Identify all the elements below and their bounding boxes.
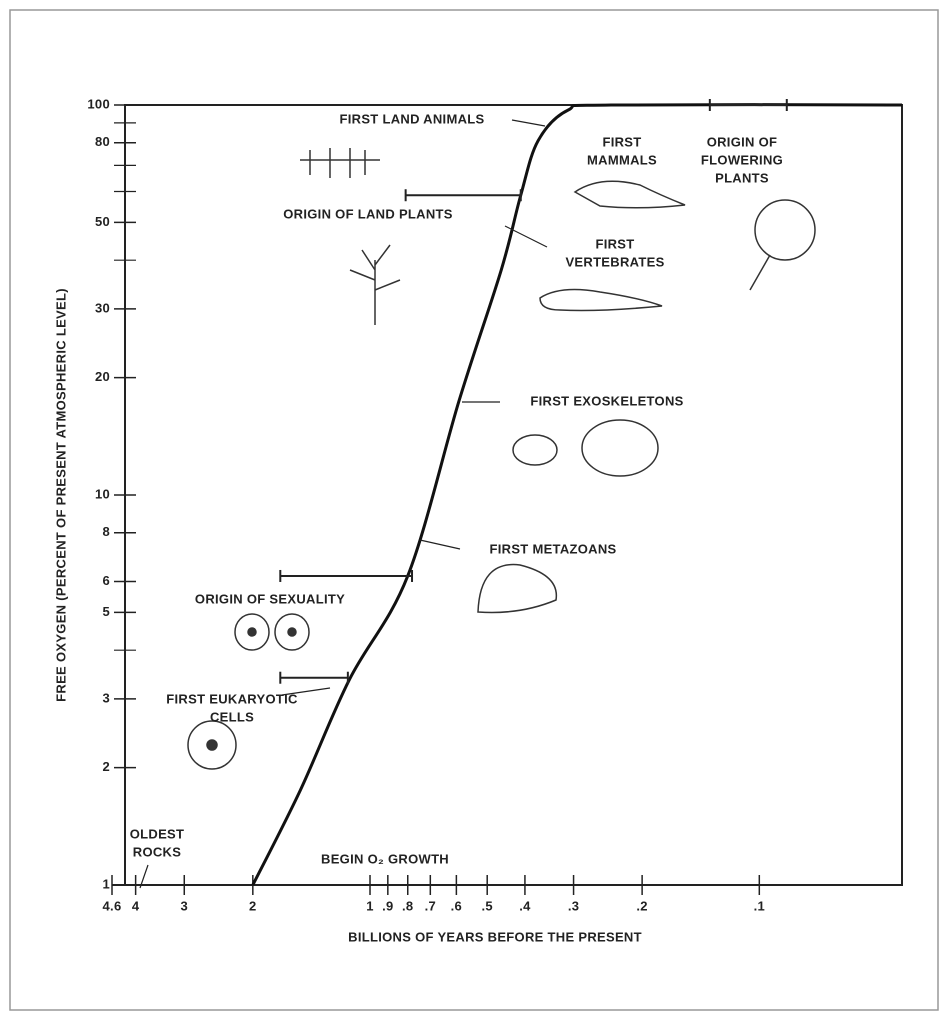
x-tick-label: .1 bbox=[754, 898, 765, 913]
y-tick-label: 2 bbox=[102, 759, 110, 774]
annotation: FLOWERING bbox=[701, 152, 783, 167]
x-tick-label: 2 bbox=[249, 898, 257, 913]
x-tick-label: 3 bbox=[181, 898, 189, 913]
range-bar bbox=[279, 569, 414, 582]
leader-line bbox=[281, 687, 331, 696]
annotation: PLANTS bbox=[715, 170, 769, 185]
y-tick-label: 100 bbox=[87, 96, 110, 111]
outer-frame bbox=[9, 9, 939, 1011]
leader-line bbox=[511, 119, 546, 127]
leader-line bbox=[504, 225, 548, 248]
x-tick-label: .2 bbox=[636, 898, 647, 913]
y-tick-label: 8 bbox=[102, 524, 110, 539]
annotation: FIRST EXOSKELETONS bbox=[530, 393, 683, 408]
x-tick-label: .7 bbox=[425, 898, 436, 913]
annotation: FIRST bbox=[595, 236, 634, 251]
annotation: FIRST LAND ANIMALS bbox=[339, 111, 484, 126]
annotation: MAMMALS bbox=[587, 152, 657, 167]
y-tick-label: 1 bbox=[102, 876, 110, 891]
range-bar bbox=[279, 671, 349, 684]
icons bbox=[187, 148, 816, 770]
y-tick-label: 50 bbox=[95, 214, 110, 229]
x-tick-label: 4 bbox=[132, 898, 140, 913]
range-bar bbox=[708, 99, 788, 111]
x-tick-label: 1 bbox=[366, 898, 374, 913]
y-tick-label: 5 bbox=[102, 604, 110, 619]
y-tick-label: 6 bbox=[102, 573, 110, 588]
x-tick-label: .4 bbox=[519, 898, 531, 913]
annotation: ROCKS bbox=[133, 844, 181, 859]
annotation: BEGIN O₂ GROWTH bbox=[321, 851, 449, 866]
range-bar bbox=[404, 189, 522, 202]
annotation: OLDEST bbox=[130, 826, 185, 841]
annotation: FIRST EUKARYOTIC bbox=[166, 691, 298, 706]
y-tick-label: 20 bbox=[95, 369, 110, 384]
x-tick-label: .6 bbox=[451, 898, 462, 913]
annotation: VERTEBRATES bbox=[565, 254, 664, 269]
annotation: ORIGIN OF LAND PLANTS bbox=[283, 206, 453, 221]
leader-line bbox=[139, 864, 149, 889]
x-axis-title: BILLIONS OF YEARS BEFORE THE PRESENT bbox=[348, 929, 642, 944]
leader-line bbox=[419, 539, 461, 550]
annotation: FIRST bbox=[602, 134, 641, 149]
x-tick-label: .9 bbox=[382, 898, 393, 913]
y-tick-label: 3 bbox=[102, 690, 110, 705]
x-tick-label: 4.6 bbox=[103, 898, 122, 913]
annotation: CELLS bbox=[210, 709, 254, 724]
annotation: ORIGIN OF SEXUALITY bbox=[195, 591, 345, 606]
x-tick-label: .8 bbox=[402, 898, 413, 913]
x-tick-label: .5 bbox=[481, 898, 492, 913]
annotation: FIRST METAZOANS bbox=[489, 541, 616, 556]
x-tick-label: .3 bbox=[568, 898, 579, 913]
y-axis-title: FREE OXYGEN (PERCENT OF PRESENT ATMOSPHE… bbox=[53, 288, 68, 702]
oxygen-curve bbox=[251, 103, 903, 886]
y-tick-label: 10 bbox=[95, 486, 110, 501]
y-tick-label: 80 bbox=[95, 134, 110, 149]
y-tick-label: 30 bbox=[95, 300, 110, 315]
annotation: ORIGIN OF bbox=[707, 134, 778, 149]
